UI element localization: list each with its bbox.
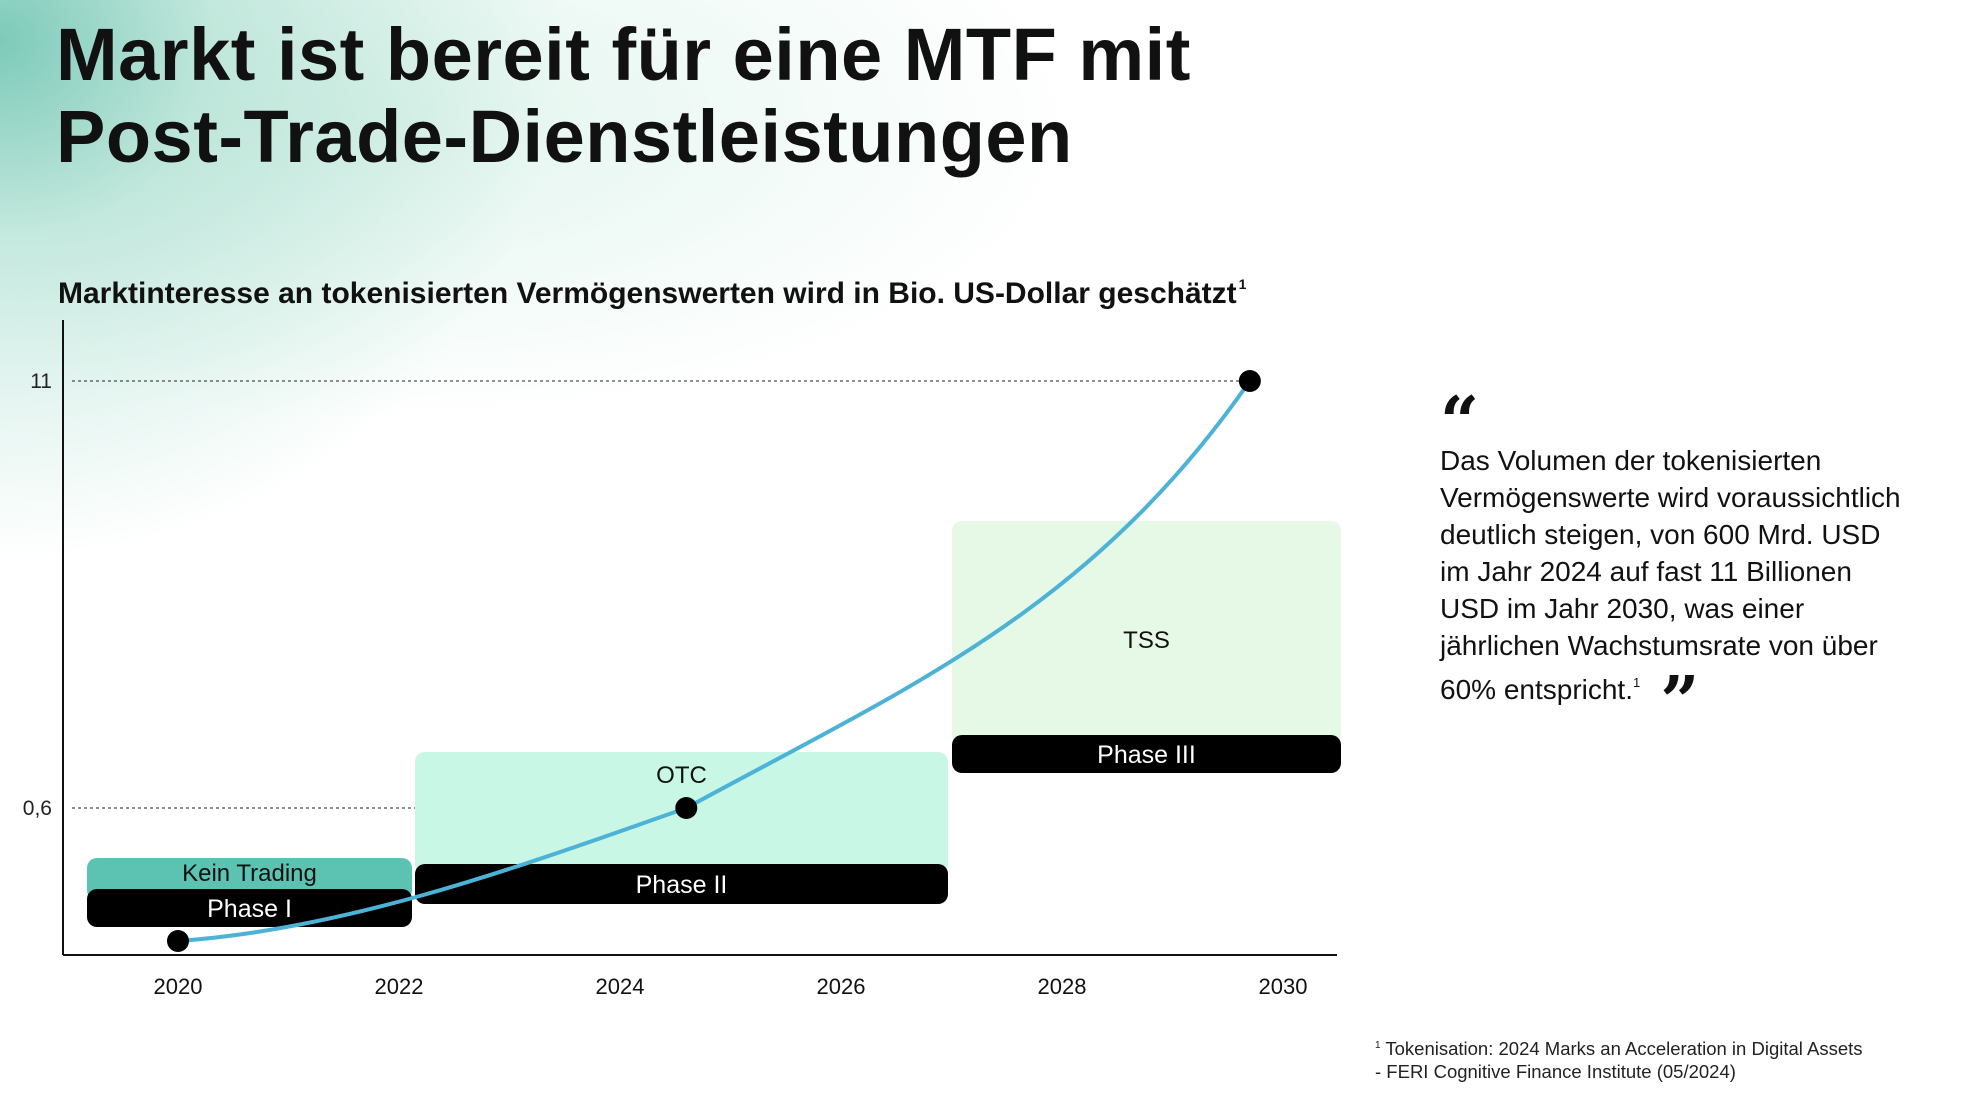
phase-category-label: TSS [1123,627,1170,654]
growth-curve [177,379,1252,943]
page-title-line1: Markt ist bereit für eine MTF mit [56,13,1191,96]
phase-name-label: Phase III [1097,741,1196,769]
quote-text-block: Das Volumen der tokenisierten Vermögensw… [1440,442,1910,736]
page-title: Markt ist bereit für eine MTF mit Post-T… [56,14,1456,178]
x-tick-label: 2022 [375,974,424,999]
phase-bar [415,864,948,904]
footnote-line2: - FERI Cognitive Finance Institute (05/2… [1375,1061,1736,1082]
phase-category-label: Kein Trading [182,860,317,887]
footnote-line1: Tokenisation: 2024 Marks an Acceleration… [1385,1038,1863,1059]
y-tick-label: 11 [30,370,52,393]
chart-subtitle: Marktinteresse an tokenisierten Vermögen… [58,276,1246,311]
data-point [167,930,189,952]
x-tick-label: 2028 [1038,974,1087,999]
quote-footnote-mark: 1 [1633,675,1641,690]
phase-label-box [952,521,1341,745]
x-tick-label: 2024 [596,974,645,999]
subtitle-footnote-mark: 1 [1238,276,1247,292]
phase-name-label: Phase I [207,895,292,923]
x-tick-label: 2020 [154,974,203,999]
phase-name-label: Phase II [636,871,728,899]
footnote-line1-row: 1 Tokenisation: 2024 Marks an Accelerati… [1375,1034,1935,1060]
data-point [1238,370,1261,392]
chart-subtitle-text: Marktinteresse an tokenisierten Vermögen… [58,277,1237,310]
y-tick-label: 0,6 [23,797,52,820]
x-tick-label: 2030 [1259,974,1308,999]
close-quote-icon: ” [1660,662,1700,742]
open-quote-icon: “ [1440,382,1480,462]
phase-category-label: OTC [656,762,707,789]
phase-bar [952,735,1341,773]
quote-block: “ Das Volumen der tokenisierten Vermögen… [1440,382,1910,736]
quote-text: Das Volumen der tokenisierten Vermögensw… [1440,445,1901,705]
page-title-line2: Post-Trade-Dienstleistungen [56,95,1073,178]
footnote-mark: 1 [1375,1040,1381,1051]
x-tick-label: 2026 [817,974,866,999]
data-point [675,797,698,819]
footnote: 1 Tokenisation: 2024 Marks an Accelerati… [1375,1034,1935,1083]
